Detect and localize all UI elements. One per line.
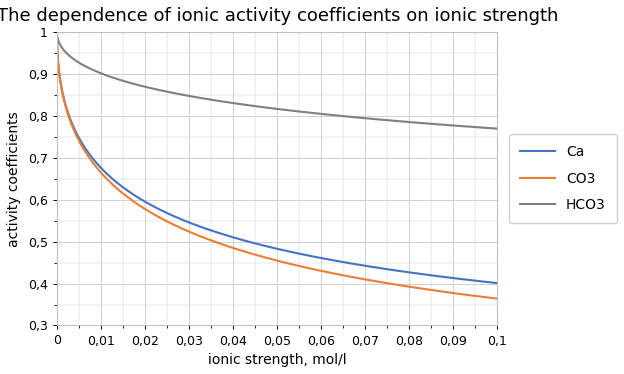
Ca [318, 256, 325, 260]
Ca [494, 281, 501, 285]
CO3 [217, 242, 224, 246]
Ca [416, 272, 423, 276]
CO3 [494, 297, 501, 301]
CO3 [77, 141, 84, 146]
Ca [92, 160, 100, 165]
HCO3 [92, 69, 100, 74]
HCO3 [318, 112, 325, 116]
HCO3 [416, 121, 423, 125]
Line: CO3: CO3 [57, 32, 497, 299]
Ca [53, 30, 61, 34]
HCO3 [77, 61, 84, 66]
Line: Ca: Ca [57, 32, 497, 283]
X-axis label: ionic strength, mol/l: ionic strength, mol/l [208, 353, 346, 367]
Legend: Ca, CO3, HCO3: Ca, CO3, HCO3 [509, 134, 617, 223]
Title: The dependence of ionic activity coefficients on ionic strength: The dependence of ionic activity coeffic… [0, 7, 558, 25]
CO3 [416, 286, 423, 291]
CO3 [318, 269, 325, 273]
Y-axis label: activity coefficients: activity coefficients [7, 111, 21, 246]
HCO3 [53, 30, 61, 34]
HCO3 [217, 99, 224, 104]
HCO3 [63, 51, 71, 55]
HCO3 [494, 126, 501, 131]
CO3 [63, 108, 71, 112]
Line: HCO3: HCO3 [57, 32, 497, 129]
CO3 [53, 30, 61, 34]
CO3 [92, 165, 100, 169]
Ca [63, 106, 71, 111]
Ca [77, 138, 84, 143]
Ca [217, 231, 224, 236]
